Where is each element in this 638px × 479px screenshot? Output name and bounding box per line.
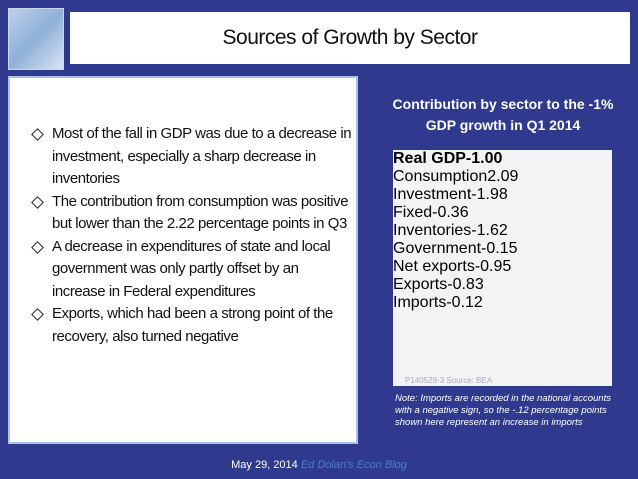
row-value: -1.00 xyxy=(465,150,503,167)
footer: May 29, 2014 Ed Dolan's Econ Blog xyxy=(0,459,638,471)
row-value: -0.95 xyxy=(474,258,512,275)
table-heading: Contribution by sector to the -1% GDP gr… xyxy=(392,96,614,133)
text-panel: Most of the fall in GDP was due to a dec… xyxy=(8,76,358,444)
row-label: Real GDP xyxy=(393,150,466,167)
row-value: 2.09 xyxy=(487,168,519,185)
bullet: Most of the fall in GDP was due to a dec… xyxy=(30,123,352,191)
title-bar: Sources of Growth by Sector xyxy=(70,12,630,64)
table: P140529-3 Source: BEA Real GDP-1.00 Consu… xyxy=(393,150,612,386)
table-row: Fixed-0.36 xyxy=(393,204,612,222)
row-label: Net exports xyxy=(393,258,475,275)
logo xyxy=(8,8,64,70)
bullet-list: Most of the fall in GDP was due to a dec… xyxy=(30,123,352,348)
row-value: -0.36 xyxy=(432,204,469,221)
table-row: Real GDP-1.00 xyxy=(393,150,612,168)
row-label: Consumption xyxy=(393,168,488,185)
bullet: The contribution from consumption was po… xyxy=(30,191,352,236)
table-row: Investment-1.98 xyxy=(393,186,612,204)
row-label: Inventories xyxy=(393,222,472,239)
row-label: Government xyxy=(393,240,482,257)
row-value: -0.15 xyxy=(481,240,518,257)
table-row: Government-0.15 xyxy=(393,240,612,258)
table-row: Consumption2.09 xyxy=(393,168,612,186)
row-label: Investment xyxy=(393,186,472,203)
footer-blog[interactable]: Ed Dolan's Econ Blog xyxy=(300,459,407,471)
row-value: -1.62 xyxy=(471,222,508,239)
row-value: -0.12 xyxy=(446,294,483,311)
footer-date: May 29, 2014 xyxy=(231,459,298,471)
table-row: Inventories-1.62 xyxy=(393,222,612,240)
row-label: Imports xyxy=(393,294,447,311)
bullet: A decrease in expenditures of state and … xyxy=(30,236,352,304)
row-label: Fixed xyxy=(393,204,433,221)
row-value: -0.83 xyxy=(447,276,484,293)
table-row: Exports-0.83 xyxy=(393,276,612,294)
row-label: Exports xyxy=(393,276,448,293)
title: Sources of Growth by Sector xyxy=(222,26,478,49)
row-value: -1.98 xyxy=(471,186,508,203)
table-row: Imports-0.12 xyxy=(393,294,612,312)
bullet: Exports, which had been a strong point o… xyxy=(30,303,352,348)
note: Note: Imports are recorded in the nation… xyxy=(395,393,611,428)
table-row: Net exports-0.95 xyxy=(393,258,612,276)
table-source: P140529-3 Source: BEA xyxy=(405,376,493,385)
